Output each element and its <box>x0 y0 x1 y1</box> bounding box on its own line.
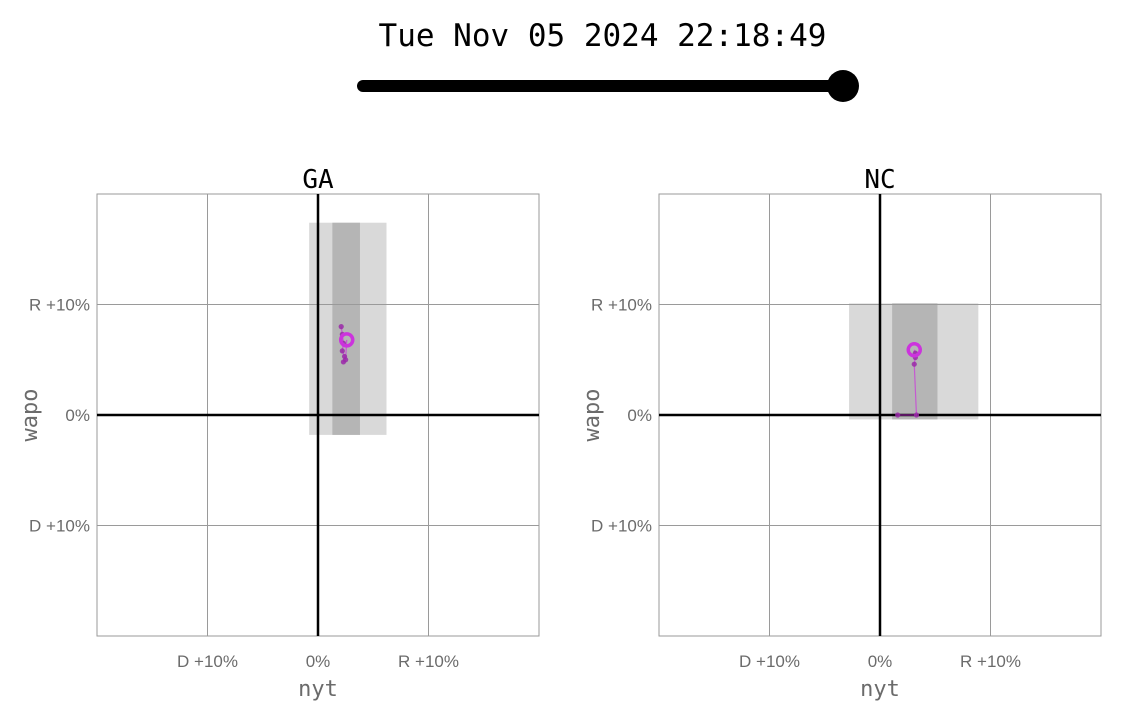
nc-chart-title: NC <box>864 165 895 195</box>
ga-chart-title: GA <box>302 165 334 195</box>
ga-history-point <box>339 348 345 354</box>
ga-x-tick-label: 0% <box>306 652 331 671</box>
ga-x-axis-label: nyt <box>298 677 338 702</box>
nc-y-tick-label: 0% <box>627 406 652 425</box>
nc-history-point <box>911 361 917 367</box>
ga-x-tick-label: R +10% <box>398 652 459 671</box>
ga-y-tick-label: 0% <box>65 406 90 425</box>
nc-y-tick-label: D +10% <box>591 517 652 536</box>
nc-y-tick-label: R +10% <box>591 296 652 315</box>
time-slider-handle[interactable] <box>827 70 859 102</box>
nc-x-tick-label: 0% <box>868 652 893 671</box>
nc-current-estimate-point[interactable] <box>906 342 923 358</box>
time-slider-track[interactable] <box>357 80 843 92</box>
nc-x-tick-label: R +10% <box>960 652 1021 671</box>
ga-history-point <box>343 357 349 363</box>
ga-y-axis-label: wapo <box>18 389 43 442</box>
nc-x-tick-label: D +10% <box>739 652 800 671</box>
nc-x-axis-label: nyt <box>860 677 900 702</box>
ga-x-tick-label: D +10% <box>177 652 238 671</box>
ga-uncertainty-inner-band <box>332 222 360 435</box>
ga-y-tick-label: D +10% <box>29 517 90 536</box>
nc-history-point <box>913 412 920 418</box>
ga-history-point <box>338 324 344 330</box>
nc-history-point <box>895 412 901 418</box>
nc-y-axis-label: wapo <box>580 389 605 442</box>
ga-current-estimate-point[interactable] <box>338 332 355 348</box>
ga-y-tick-label: R +10% <box>29 296 90 315</box>
timestamp-display: Tue Nov 05 2024 22:18:49 <box>378 18 827 54</box>
